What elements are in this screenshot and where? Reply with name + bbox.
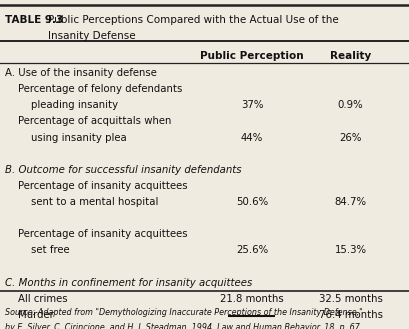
Text: using insanity plea: using insanity plea xyxy=(31,133,127,142)
Text: Insanity Defense: Insanity Defense xyxy=(48,31,136,41)
Text: 76.4 months: 76.4 months xyxy=(318,310,382,320)
Text: C. Months in confinement for insanity acquittees: C. Months in confinement for insanity ac… xyxy=(5,278,252,288)
Text: Percentage of insanity acquittees: Percentage of insanity acquittees xyxy=(18,229,187,239)
Text: by E. Silver, C. Cirincione, and H. J. Steadman, 1994, Law and Human Behavior, 1: by E. Silver, C. Cirincione, and H. J. S… xyxy=(5,323,362,329)
Text: 50.6%: 50.6% xyxy=(236,197,267,207)
Text: sent to a mental hospital: sent to a mental hospital xyxy=(31,197,158,207)
Text: set free: set free xyxy=(31,245,70,255)
Text: 26%: 26% xyxy=(339,133,361,142)
Text: All crimes: All crimes xyxy=(18,294,67,304)
Text: 37%: 37% xyxy=(240,100,263,110)
Text: 32.5 months: 32.5 months xyxy=(318,294,382,304)
Text: Percentage of felony defendants: Percentage of felony defendants xyxy=(18,84,182,94)
Text: Murder: Murder xyxy=(18,310,54,320)
Text: 21.8 months: 21.8 months xyxy=(220,294,283,304)
Text: B. Outcome for successful insanity defendants: B. Outcome for successful insanity defen… xyxy=(5,165,241,175)
Text: Percentage of acquittals when: Percentage of acquittals when xyxy=(18,116,171,126)
Text: A. Use of the insanity defense: A. Use of the insanity defense xyxy=(5,68,156,78)
Text: 44%: 44% xyxy=(240,133,263,142)
Text: Public Perceptions Compared with the Actual Use of the: Public Perceptions Compared with the Act… xyxy=(48,15,338,25)
Text: Source: Adapted from "Demythologizing Inaccurate Perceptions of the Insanity Def: Source: Adapted from "Demythologizing In… xyxy=(5,308,362,316)
Text: Public Perception: Public Perception xyxy=(200,51,303,61)
Text: 25.6%: 25.6% xyxy=(236,245,267,255)
Text: 15.3%: 15.3% xyxy=(334,245,366,255)
Text: 0.9%: 0.9% xyxy=(337,100,362,110)
Text: pleading insanity: pleading insanity xyxy=(31,100,118,110)
Text: 84.7%: 84.7% xyxy=(334,197,366,207)
Text: Percentage of insanity acquittees: Percentage of insanity acquittees xyxy=(18,181,187,191)
Text: TABLE 9.3: TABLE 9.3 xyxy=(5,15,63,25)
Text: Reality: Reality xyxy=(329,51,370,61)
